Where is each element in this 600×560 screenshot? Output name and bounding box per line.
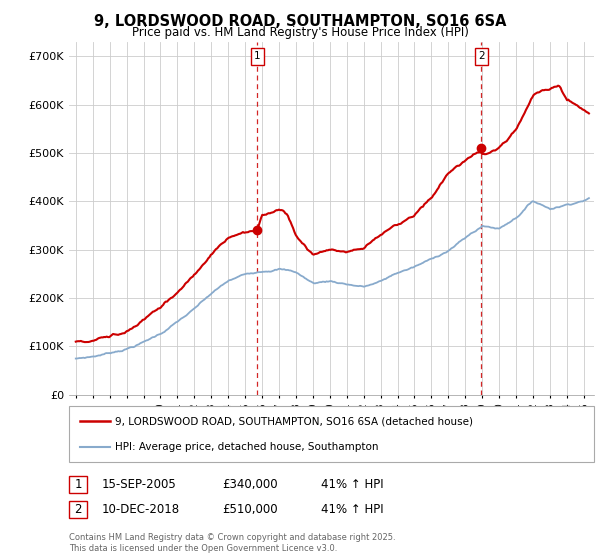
Text: 1: 1 xyxy=(254,52,260,62)
Text: 9, LORDSWOOD ROAD, SOUTHAMPTON, SO16 6SA (detached house): 9, LORDSWOOD ROAD, SOUTHAMPTON, SO16 6SA… xyxy=(115,416,473,426)
Text: 9, LORDSWOOD ROAD, SOUTHAMPTON, SO16 6SA: 9, LORDSWOOD ROAD, SOUTHAMPTON, SO16 6SA xyxy=(94,14,506,29)
Text: Price paid vs. HM Land Registry's House Price Index (HPI): Price paid vs. HM Land Registry's House … xyxy=(131,26,469,39)
Text: 2: 2 xyxy=(74,503,82,516)
Text: £340,000: £340,000 xyxy=(222,478,278,491)
Text: 1: 1 xyxy=(74,478,82,491)
Text: £510,000: £510,000 xyxy=(222,503,278,516)
Text: Contains HM Land Registry data © Crown copyright and database right 2025.
This d: Contains HM Land Registry data © Crown c… xyxy=(69,533,395,553)
Text: 2: 2 xyxy=(478,52,485,62)
Text: HPI: Average price, detached house, Southampton: HPI: Average price, detached house, Sout… xyxy=(115,442,378,452)
Text: 41% ↑ HPI: 41% ↑ HPI xyxy=(321,503,383,516)
Text: 10-DEC-2018: 10-DEC-2018 xyxy=(102,503,180,516)
Text: 15-SEP-2005: 15-SEP-2005 xyxy=(102,478,177,491)
Text: 41% ↑ HPI: 41% ↑ HPI xyxy=(321,478,383,491)
